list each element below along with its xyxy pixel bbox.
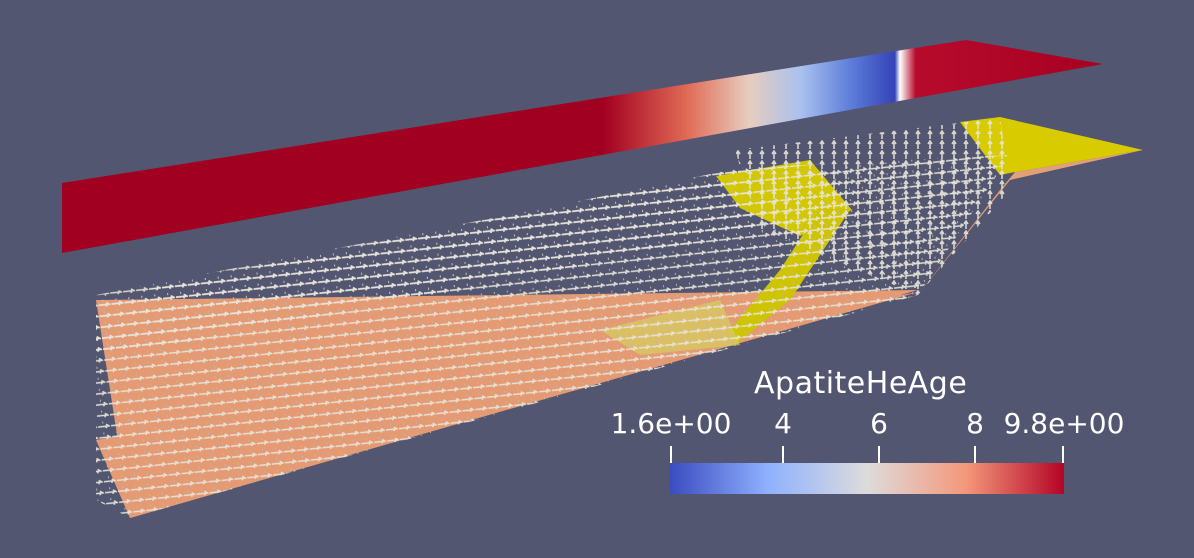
glyph-field-upper xyxy=(735,118,1010,295)
top-surface-slab xyxy=(62,40,1103,253)
glyph-field-front xyxy=(96,155,1010,518)
glyph-field-slope xyxy=(96,170,760,360)
